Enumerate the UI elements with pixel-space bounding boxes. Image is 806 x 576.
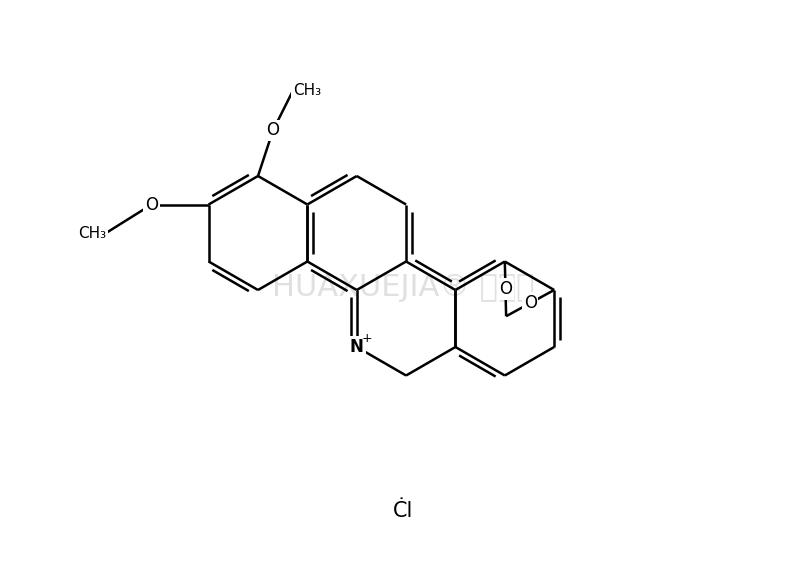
Text: HUAXUEJIA® 化学加: HUAXUEJIA® 化学加: [272, 274, 534, 302]
Text: O: O: [524, 294, 537, 312]
Text: CH₃: CH₃: [293, 83, 321, 98]
Text: Ċl: Ċl: [393, 501, 413, 521]
Text: CH₃: CH₃: [78, 225, 106, 241]
Text: O: O: [499, 280, 512, 298]
Text: N: N: [350, 338, 364, 356]
Text: O: O: [267, 122, 280, 139]
Text: +: +: [361, 332, 372, 346]
Text: O: O: [145, 195, 158, 214]
